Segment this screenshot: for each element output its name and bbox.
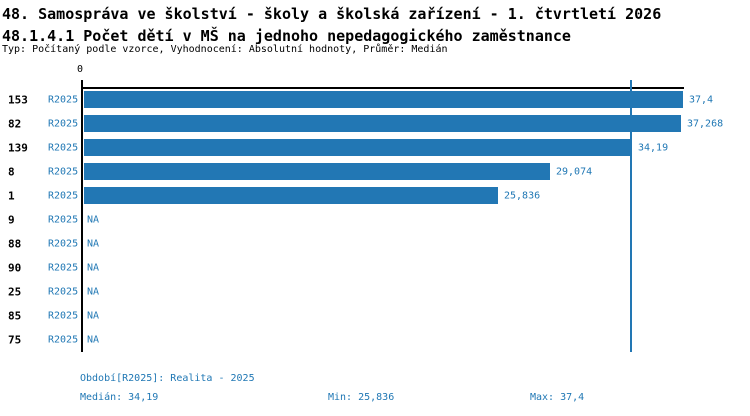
row-series-label: R2025 — [48, 310, 79, 322]
chart-row: 88 R2025 NA — [0, 232, 750, 256]
chart-row: 1 R2025 25,836 — [0, 184, 750, 208]
row-id-label: 8 — [8, 165, 15, 179]
chart-meta: Typ: Počítaný podle vzorce, Vyhodnocení:… — [2, 44, 448, 55]
na-label: NA — [87, 238, 100, 250]
chart-row: 9 R2025 NA — [0, 208, 750, 232]
row-series-label: R2025 — [48, 286, 79, 298]
row-series-label: R2025 — [48, 238, 79, 250]
na-label: NA — [87, 262, 100, 274]
bar-value-label: 34,19 — [638, 142, 669, 154]
row-series-label: R2025 — [48, 94, 79, 106]
row-series-label: R2025 — [48, 214, 79, 226]
chart-row: 8 R2025 29,074 — [0, 160, 750, 184]
legend-period: Období[R2025]: Realita - 2025 — [80, 373, 255, 384]
chart-row: 75 R2025 NA — [0, 328, 750, 352]
row-series-label: R2025 — [48, 190, 79, 202]
legend-max: Max: 37,4 — [530, 392, 585, 403]
row-id-label: 153 — [8, 93, 28, 107]
row-id-label: 1 — [8, 189, 15, 203]
chart-row: 82 R2025 37,268 — [0, 112, 750, 136]
legend-median: Medián: 34,19 — [80, 392, 159, 403]
median-line — [630, 80, 632, 352]
x-axis-zero-label: 0 — [77, 64, 84, 75]
x-axis-line — [82, 87, 684, 89]
row-series-label: R2025 — [48, 142, 79, 154]
page-title: 48. Samospráva ve školství - školy a ško… — [2, 5, 662, 23]
row-id-label: 139 — [8, 141, 28, 155]
chart-row: 153 R2025 37,4 — [0, 88, 750, 112]
row-series-label: R2025 — [48, 262, 79, 274]
bar — [84, 139, 632, 156]
chart-row: 90 R2025 NA — [0, 256, 750, 280]
row-id-label: 25 — [8, 285, 22, 299]
row-id-label: 85 — [8, 309, 22, 323]
row-series-label: R2025 — [48, 118, 79, 130]
y-axis-line — [81, 80, 83, 352]
bar — [84, 91, 683, 108]
bar — [84, 187, 498, 204]
row-id-label: 9 — [8, 213, 15, 227]
row-id-label: 88 — [8, 237, 22, 251]
bar — [84, 163, 550, 180]
row-id-label: 90 — [8, 261, 22, 275]
row-id-label: 75 — [8, 333, 22, 347]
na-label: NA — [87, 334, 100, 346]
bar-value-label: 29,074 — [556, 166, 593, 178]
na-label: NA — [87, 286, 100, 298]
na-label: NA — [87, 214, 100, 226]
chart-row: 25 R2025 NA — [0, 280, 750, 304]
row-series-label: R2025 — [48, 166, 79, 178]
chart-subtitle: 48.1.4.1 Počet dětí v MŠ na jednoho nepe… — [2, 27, 571, 45]
bar-value-label: 37,4 — [689, 94, 714, 106]
row-id-label: 82 — [8, 117, 22, 131]
chart-row: 139 R2025 34,19 — [0, 136, 750, 160]
bar-value-label: 37,268 — [687, 118, 724, 130]
chart-row: 85 R2025 NA — [0, 304, 750, 328]
legend-min: Min: 25,836 — [328, 392, 395, 403]
row-series-label: R2025 — [48, 334, 79, 346]
bar-value-label: 25,836 — [504, 190, 541, 202]
na-label: NA — [87, 310, 100, 322]
bar — [84, 115, 681, 132]
